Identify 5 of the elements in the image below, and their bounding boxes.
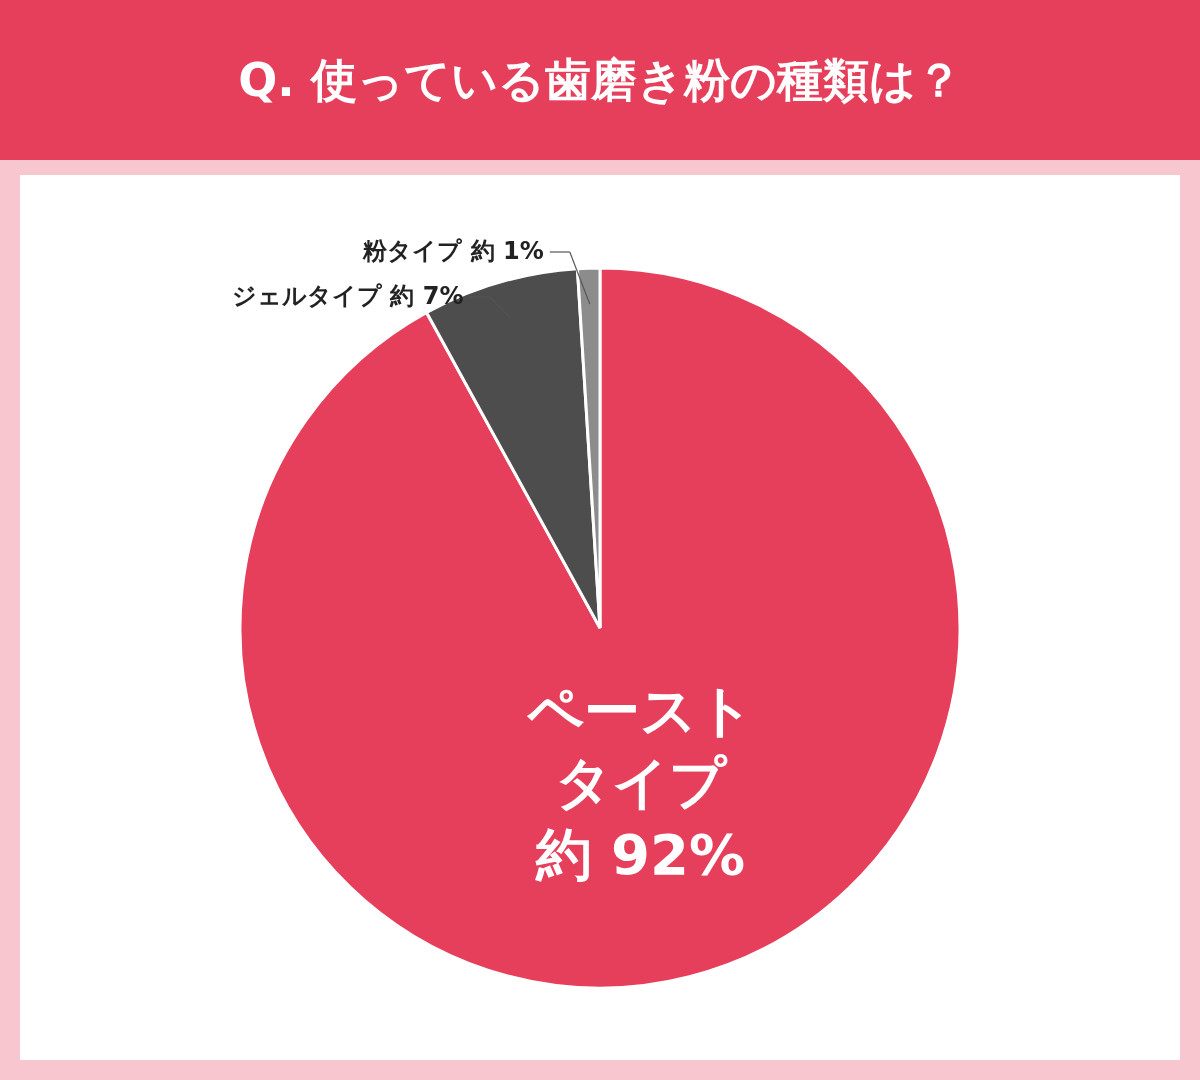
slice-label: ジェルタイプ 約 7% [232,282,464,310]
data-label: 約 92% [534,821,746,887]
slice-label: 粉タイプ 約 1% [362,237,544,265]
slice-label: ペーストタイプ [525,677,754,815]
chart-title: Q. 使っている歯磨き粉の種類は？ [238,53,962,107]
